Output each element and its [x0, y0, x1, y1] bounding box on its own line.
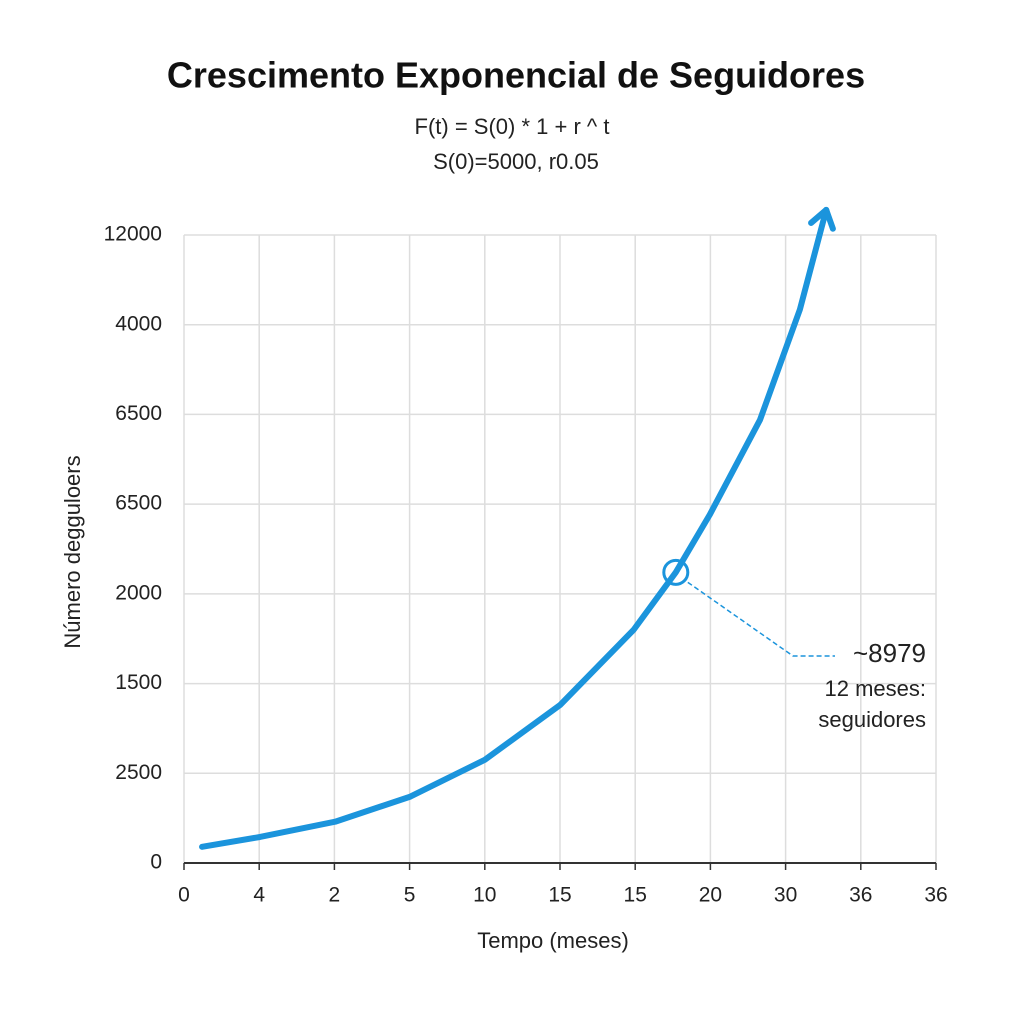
y-tick-label: 6500: [115, 402, 162, 425]
chart-title: Crescimento Exponencial de Seguidores: [167, 55, 865, 96]
y-tick-label: 2000: [115, 581, 162, 604]
annotation-text: seguidores: [818, 707, 926, 732]
x-tick-label: 15: [548, 884, 571, 907]
x-tick-label: 15: [624, 884, 647, 907]
y-tick-label: 0: [150, 851, 162, 874]
subtitle: F(t) = S(0) * 1 + r ^ t: [415, 114, 610, 139]
leader-line: [687, 581, 835, 657]
x-axis-label: Tempo (meses): [477, 928, 629, 953]
y-tick-label: 1500: [115, 671, 162, 694]
annotation-value: ~8979: [853, 638, 926, 668]
x-tick-label: 2: [329, 884, 341, 907]
arrow-head: [808, 206, 836, 232]
growth-line: [199, 206, 830, 850]
y-tick-label: 12000: [104, 223, 162, 246]
x-tick-label: 5: [404, 884, 416, 907]
y-axis-label: Número degguloers: [60, 455, 85, 648]
annotation-text: 12 meses:: [825, 676, 927, 701]
y-tick-label: 4000: [115, 312, 162, 335]
x-tick-label: 0: [178, 884, 190, 907]
x-tick-label: 10: [473, 884, 496, 907]
x-tick-label: 4: [253, 884, 265, 907]
highlight-point: [662, 558, 690, 586]
y-tick-label: 2500: [115, 761, 162, 784]
subtitle: S(0)=5000, r0.05: [433, 149, 599, 174]
x-tick-label: 36: [849, 884, 872, 907]
x-tick-label: 30: [774, 884, 797, 907]
y-tick-label: 6500: [115, 492, 162, 515]
x-tick-label: 20: [699, 884, 722, 907]
x-tick-label: 36: [924, 884, 947, 907]
